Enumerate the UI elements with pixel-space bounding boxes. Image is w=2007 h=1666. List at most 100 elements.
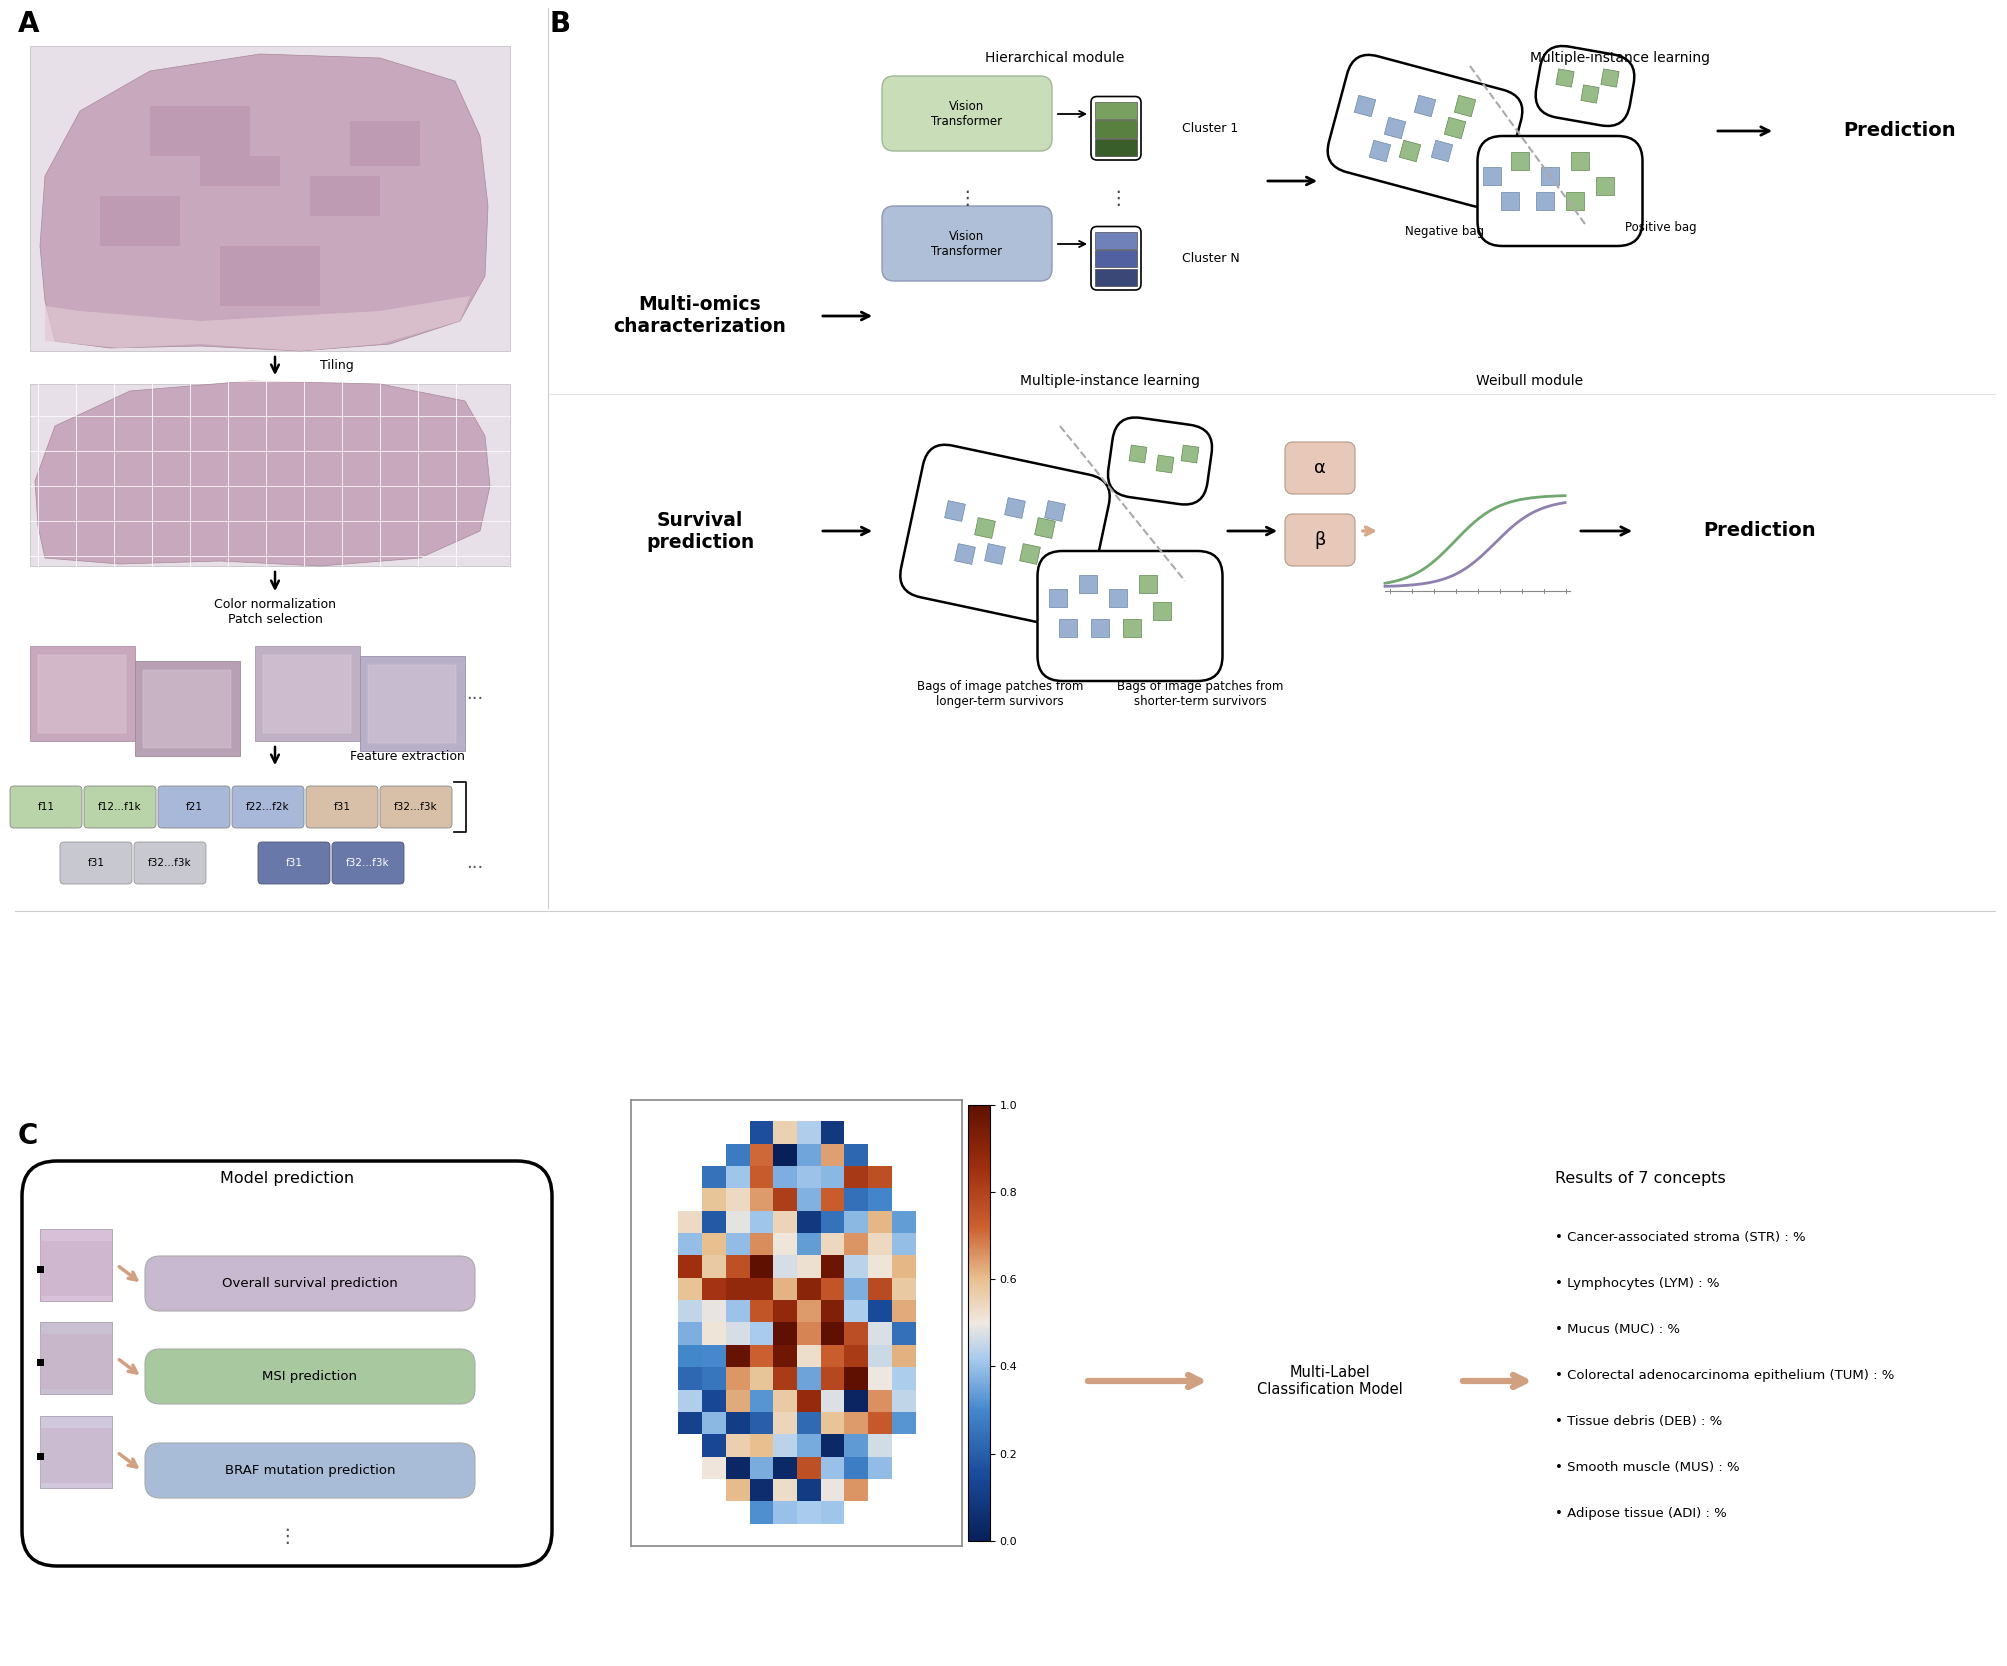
Text: Negative bag: Negative bag [1405, 225, 1483, 238]
Bar [30, 646, 134, 741]
Text: Survival
prediction: Survival prediction [646, 510, 755, 551]
Bar [1004, 498, 1026, 518]
Bar [349, 122, 419, 167]
Bar [973, 518, 995, 538]
Bar [263, 655, 351, 733]
Text: Positive bag: Positive bag [1624, 222, 1696, 235]
FancyBboxPatch shape [233, 786, 303, 828]
FancyBboxPatch shape [1477, 137, 1642, 247]
Text: f31: f31 [88, 858, 104, 868]
Bar [1353, 95, 1375, 117]
Bar [40, 1428, 112, 1483]
Bar [40, 1323, 112, 1394]
Text: ⋮: ⋮ [1108, 188, 1128, 208]
Bar [38, 655, 126, 733]
Text: Weibull module: Weibull module [1475, 373, 1584, 388]
Text: f32...f3k: f32...f3k [393, 801, 438, 811]
Text: Bags of image patches from
longer-term survivors: Bags of image patches from longer-term s… [917, 680, 1082, 708]
FancyBboxPatch shape [899, 445, 1110, 628]
FancyBboxPatch shape [1284, 515, 1355, 566]
Bar [1511, 152, 1527, 170]
Bar [309, 177, 379, 217]
Polygon shape [34, 382, 490, 566]
Text: Cluster 1: Cluster 1 [1182, 122, 1238, 135]
FancyBboxPatch shape [60, 841, 132, 885]
Bar [100, 197, 181, 247]
Bar [201, 157, 279, 187]
Text: Model prediction: Model prediction [221, 1171, 353, 1186]
Bar [1569, 152, 1588, 170]
Text: ...: ... [466, 685, 484, 703]
Bar [36, 1359, 44, 1366]
FancyBboxPatch shape [1108, 418, 1212, 505]
Text: MSI prediction: MSI prediction [263, 1369, 357, 1383]
Text: Cluster N: Cluster N [1182, 252, 1238, 265]
Bar [1094, 232, 1136, 248]
Text: Prediction: Prediction [1842, 122, 1955, 140]
Bar [1094, 250, 1136, 268]
Text: f22...f2k: f22...f2k [247, 801, 289, 811]
Text: • Mucus (MUC) : %: • Mucus (MUC) : % [1553, 1323, 1680, 1336]
Bar [30, 47, 510, 352]
Text: Multiple-instance learning: Multiple-instance learning [1020, 373, 1200, 388]
FancyBboxPatch shape [379, 786, 452, 828]
Text: f21: f21 [185, 801, 203, 811]
Bar [1108, 590, 1126, 606]
Bar [151, 107, 251, 157]
Bar [1050, 590, 1066, 606]
Bar [1431, 140, 1451, 162]
FancyBboxPatch shape [881, 77, 1052, 152]
Bar [1152, 601, 1170, 620]
Text: Color normalization
Patch selection: Color normalization Patch selection [215, 598, 335, 626]
Bar [983, 543, 1006, 565]
Bar [1413, 95, 1435, 117]
Bar [1541, 167, 1557, 185]
Text: A: A [18, 10, 40, 38]
Text: Weight map: Weight map [787, 1171, 883, 1186]
Text: Prediction: Prediction [1702, 521, 1816, 540]
FancyBboxPatch shape [145, 1349, 476, 1404]
Bar [367, 665, 456, 743]
Bar [134, 661, 241, 756]
Bar [359, 656, 466, 751]
FancyBboxPatch shape [22, 1161, 552, 1566]
Text: f32...f3k: f32...f3k [149, 858, 193, 868]
Bar [36, 1266, 44, 1273]
Bar [1383, 117, 1405, 138]
Bar [1122, 620, 1140, 636]
FancyBboxPatch shape [1284, 441, 1355, 495]
Text: Tiling: Tiling [319, 360, 353, 373]
Bar [1596, 177, 1614, 195]
Text: C: C [18, 1121, 38, 1150]
Text: ⋮: ⋮ [277, 1526, 297, 1546]
Bar [1128, 445, 1146, 463]
Bar [40, 1416, 112, 1488]
Bar [1060, 620, 1076, 636]
Text: • Tissue debris (DEB) : %: • Tissue debris (DEB) : % [1553, 1416, 1722, 1428]
Text: ⋮: ⋮ [957, 188, 975, 208]
Text: Multi-omics
characterization: Multi-omics characterization [614, 295, 787, 337]
Text: • Smooth muscle (MUS) : %: • Smooth muscle (MUS) : % [1553, 1461, 1738, 1474]
Bar [40, 1334, 112, 1389]
Bar [1034, 518, 1056, 538]
Bar [1580, 85, 1598, 103]
FancyBboxPatch shape [84, 786, 157, 828]
Bar [255, 646, 359, 741]
Bar [40, 1230, 112, 1301]
Bar [1443, 117, 1465, 138]
FancyBboxPatch shape [134, 841, 207, 885]
Bar [943, 500, 965, 521]
Text: Multiple-instance learning: Multiple-instance learning [1529, 52, 1710, 65]
Text: Hierarchical module: Hierarchical module [985, 52, 1124, 65]
FancyBboxPatch shape [1038, 551, 1222, 681]
Bar [1094, 268, 1136, 287]
Text: Vision
Transformer: Vision Transformer [931, 100, 1001, 128]
Bar [1094, 102, 1136, 118]
Bar [1565, 192, 1584, 210]
Text: f11: f11 [38, 801, 54, 811]
Text: β: β [1315, 531, 1325, 550]
Polygon shape [44, 297, 470, 352]
Bar [142, 670, 231, 748]
Bar [1555, 68, 1573, 87]
FancyBboxPatch shape [145, 1443, 476, 1498]
